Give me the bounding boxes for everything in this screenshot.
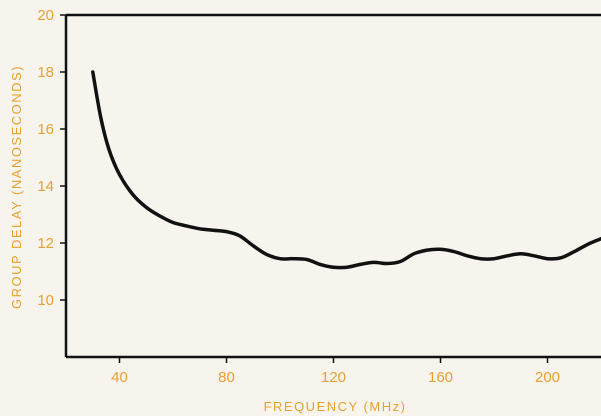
plot-lines xyxy=(91,70,601,270)
x-axis-title: FREQUENCY (MHz) xyxy=(264,399,407,414)
y-axis-ticks: 10 12 14 16 18 20 xyxy=(37,7,66,309)
y-tick-label: 10 xyxy=(37,292,54,309)
y-tick-label: 14 xyxy=(37,178,54,195)
x-tick-label: 160 xyxy=(428,369,453,386)
x-tick-label: 80 xyxy=(218,369,235,386)
y-tick-label: 18 xyxy=(37,64,54,81)
y-axis-title: GROUP DELAY (NANOSECONDS) xyxy=(9,65,24,309)
x-axis-ticks: 40 80 120 160 200 xyxy=(111,357,560,386)
group-delay-series-line xyxy=(91,70,601,270)
x-tick-label: 200 xyxy=(535,369,560,386)
axes xyxy=(64,13,601,359)
y-tick-label: 20 xyxy=(37,7,54,24)
y-tick-label: 16 xyxy=(37,121,54,138)
y-tick-label: 12 xyxy=(37,235,54,252)
x-tick-label: 40 xyxy=(111,369,128,386)
x-tick-label: 120 xyxy=(321,369,346,386)
